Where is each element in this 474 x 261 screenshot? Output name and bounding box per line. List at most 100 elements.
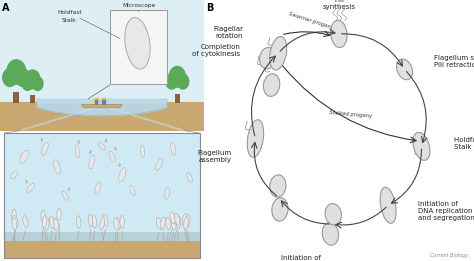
Ellipse shape <box>75 145 80 158</box>
Ellipse shape <box>41 142 48 155</box>
Ellipse shape <box>331 20 347 48</box>
Ellipse shape <box>95 182 100 194</box>
Ellipse shape <box>62 191 68 200</box>
Text: Microscope: Microscope <box>122 3 155 8</box>
Ellipse shape <box>130 185 135 196</box>
Ellipse shape <box>272 198 288 221</box>
Ellipse shape <box>99 142 105 150</box>
Ellipse shape <box>166 217 171 229</box>
Ellipse shape <box>171 143 176 155</box>
Ellipse shape <box>380 187 396 223</box>
Ellipse shape <box>89 155 95 169</box>
Ellipse shape <box>120 216 124 228</box>
Circle shape <box>166 74 178 89</box>
Text: Swarmer progeny: Swarmer progeny <box>288 11 334 31</box>
Circle shape <box>3 69 17 86</box>
Bar <box>102 100 106 105</box>
Circle shape <box>102 98 106 104</box>
Circle shape <box>22 77 33 90</box>
Ellipse shape <box>88 214 93 227</box>
Ellipse shape <box>185 215 190 227</box>
Ellipse shape <box>125 17 150 69</box>
Text: A: A <box>2 3 9 13</box>
Text: Initiation of
cell constriction: Initiation of cell constriction <box>273 256 329 261</box>
Circle shape <box>25 70 40 89</box>
Ellipse shape <box>325 204 341 225</box>
Ellipse shape <box>184 217 189 229</box>
Text: Stalk: Stalk <box>62 18 77 23</box>
Ellipse shape <box>54 160 60 174</box>
Ellipse shape <box>397 59 412 80</box>
Ellipse shape <box>100 217 105 229</box>
Ellipse shape <box>264 74 280 96</box>
Circle shape <box>32 77 43 90</box>
Ellipse shape <box>54 218 58 231</box>
Text: Completion
of cytokinesis: Completion of cytokinesis <box>192 44 240 57</box>
Bar <box>4 133 200 258</box>
Ellipse shape <box>114 218 118 230</box>
Text: slide: slide <box>132 10 146 15</box>
Circle shape <box>177 74 189 89</box>
Ellipse shape <box>45 218 49 230</box>
Ellipse shape <box>247 120 264 157</box>
Text: Stalked progeny: Stalked progeny <box>329 110 373 119</box>
Text: B: B <box>207 3 214 13</box>
Ellipse shape <box>57 208 61 221</box>
Ellipse shape <box>12 218 17 230</box>
Ellipse shape <box>27 183 35 192</box>
Ellipse shape <box>176 216 181 228</box>
Ellipse shape <box>174 213 180 225</box>
Ellipse shape <box>20 150 29 163</box>
Polygon shape <box>34 99 170 116</box>
Ellipse shape <box>50 216 55 228</box>
Ellipse shape <box>182 214 187 226</box>
Bar <box>175 94 180 103</box>
Ellipse shape <box>322 223 338 245</box>
Bar <box>4 241 200 258</box>
FancyBboxPatch shape <box>110 10 167 84</box>
Ellipse shape <box>41 210 46 223</box>
Text: Flagellum
assembly: Flagellum assembly <box>197 150 231 163</box>
Text: Initiation of
DNA replication
and segregation: Initiation of DNA replication and segreg… <box>418 200 474 221</box>
Ellipse shape <box>76 216 81 228</box>
Circle shape <box>95 98 99 104</box>
Ellipse shape <box>170 212 175 224</box>
Ellipse shape <box>161 217 165 229</box>
Ellipse shape <box>155 159 163 170</box>
Ellipse shape <box>103 214 108 226</box>
Ellipse shape <box>109 151 115 162</box>
Circle shape <box>169 67 185 87</box>
Text: Pili
synthesis: Pili synthesis <box>322 0 356 10</box>
Ellipse shape <box>165 187 170 199</box>
Bar <box>95 100 99 105</box>
Polygon shape <box>82 104 122 108</box>
Text: Holdfast: Holdfast <box>57 10 82 15</box>
Ellipse shape <box>92 215 97 228</box>
Bar <box>0 104 204 130</box>
Bar <box>0 0 204 130</box>
Text: Flagellar
rotation: Flagellar rotation <box>213 26 243 39</box>
Text: Holdfast synthesis
Stalk formation: Holdfast synthesis Stalk formation <box>454 137 474 150</box>
Circle shape <box>7 60 26 84</box>
Ellipse shape <box>13 215 18 227</box>
Text: Current Biology: Current Biology <box>430 253 469 258</box>
Ellipse shape <box>270 37 287 70</box>
Ellipse shape <box>259 48 276 69</box>
Ellipse shape <box>42 216 47 228</box>
Bar <box>13 92 19 103</box>
Ellipse shape <box>171 218 176 230</box>
Bar <box>167 102 204 106</box>
Text: Flagellum shedding
Pili retraction: Flagellum shedding Pili retraction <box>434 55 474 68</box>
Ellipse shape <box>10 171 18 178</box>
Ellipse shape <box>116 217 120 230</box>
Ellipse shape <box>12 209 16 222</box>
Bar <box>30 95 35 103</box>
Ellipse shape <box>413 132 430 160</box>
Ellipse shape <box>187 173 192 182</box>
Ellipse shape <box>270 175 286 197</box>
Ellipse shape <box>118 168 126 182</box>
Ellipse shape <box>23 216 28 228</box>
Ellipse shape <box>156 217 162 229</box>
Ellipse shape <box>141 146 145 157</box>
Bar <box>4 232 200 258</box>
